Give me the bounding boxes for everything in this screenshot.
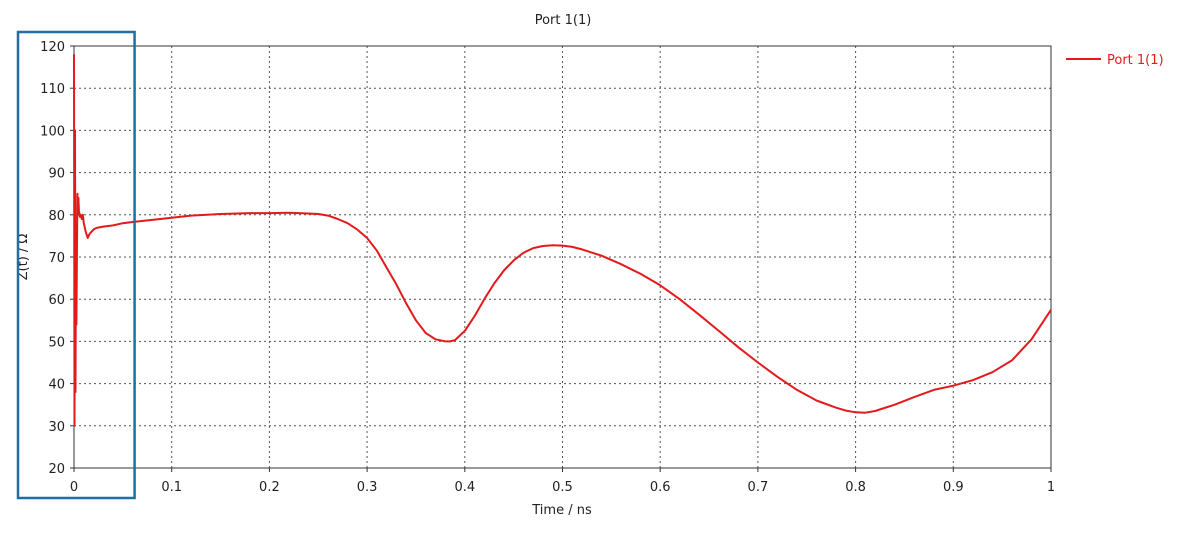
series-layer <box>73 54 1052 427</box>
axis-ticks: 0 0.1 0.2 0.3 0.4 0.5 0.6 0.7 0.8 0.9 120304050607… <box>40 40 1055 495</box>
legend-label: Port 1(1) <box>1107 53 1164 68</box>
x-tick-label: 0 <box>70 480 78 495</box>
y-tick-label: 120 <box>40 40 65 55</box>
x-tick-label: 0.4 <box>454 480 475 495</box>
x-tick-label: 0.7 <box>748 480 769 495</box>
chart-title: Port 1(1) <box>535 13 592 28</box>
y-tick-label: 80 <box>48 209 65 224</box>
y-tick-label: 90 <box>48 167 65 182</box>
y-tick-label: 20 <box>48 462 65 477</box>
x-tick-label: 1 <box>1047 480 1055 495</box>
series-line <box>73 54 1052 427</box>
x-tick-label: 0.9 <box>943 480 964 495</box>
y-tick-label: 40 <box>48 378 65 393</box>
legend: Port 1(1) <box>1066 53 1164 68</box>
y-tick-label: 110 <box>40 82 65 97</box>
y-tick-label: 70 <box>48 251 65 266</box>
y-tick-label: 50 <box>48 335 65 350</box>
highlight-box <box>16 30 136 500</box>
x-axis-title: Time / ns <box>531 503 592 518</box>
x-tick-label: 0.8 <box>845 480 866 495</box>
grid <box>74 46 1051 468</box>
y-tick-label: 30 <box>48 420 65 435</box>
y-tick-label: 60 <box>48 293 65 308</box>
x-tick-label: 0.5 <box>552 480 573 495</box>
x-tick-label: 0.2 <box>259 480 280 495</box>
y-axis-title: Z(t) / Ω <box>16 234 31 281</box>
x-tick-label: 0.6 <box>650 480 671 495</box>
x-tick-label: 0.3 <box>357 480 378 495</box>
y-tick-label: 100 <box>40 124 65 139</box>
x-tick-label: 0.1 <box>161 480 182 495</box>
